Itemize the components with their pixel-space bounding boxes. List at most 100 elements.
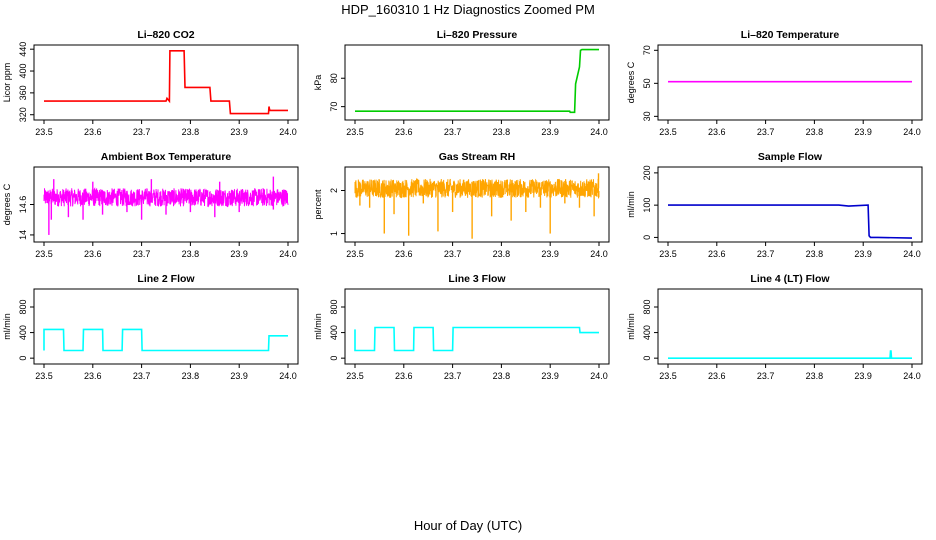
y-tick-label: 0: [642, 235, 652, 240]
x-tick-label: 23.9: [854, 127, 872, 137]
x-tick-label: 23.7: [757, 127, 775, 137]
y-tick-label: 440: [18, 42, 28, 57]
x-tick-label: 23.9: [541, 371, 559, 381]
x-tick-label: 24.0: [279, 371, 297, 381]
y-tick-label: 800: [18, 299, 28, 314]
x-tick-label: 23.6: [395, 371, 413, 381]
x-tick-label: 24.0: [903, 249, 921, 259]
y-tick-label: 30: [642, 111, 652, 121]
y-tick-label: 360: [18, 85, 28, 100]
x-tick-label: 23.8: [182, 249, 200, 259]
y-tick-label: 14.6: [18, 196, 28, 214]
x-tick-label: 23.6: [84, 127, 102, 137]
panel-title: Line 3 Flow: [448, 273, 506, 285]
plot-frame: [344, 288, 610, 365]
y-tick-label: 80: [329, 73, 339, 83]
series-line: [668, 204, 913, 239]
panel-4: Ambient Box Temperature degrees C 23.5 23.6…: [2, 151, 299, 259]
x-tick-label: 23.6: [395, 127, 413, 137]
y-tick-label: 14: [18, 230, 28, 240]
panel-title: Ambient Box Temperature: [101, 151, 232, 163]
x-tick-label: 23.6: [395, 249, 413, 259]
y-axis-label: Licor ppm: [2, 63, 12, 103]
panel-3: Li–820 Temperature degrees C 23.5 23.6 23.7 2…: [626, 29, 923, 137]
y-tick-label: 400: [642, 325, 652, 340]
x-tick-label: 23.6: [84, 371, 102, 381]
y-tick-label: 800: [642, 299, 652, 314]
x-tick-label: 23.7: [444, 249, 462, 259]
x-tick-label: 23.9: [541, 249, 559, 259]
y-axis-label: degrees C: [2, 183, 12, 225]
series-line: [44, 50, 288, 115]
x-tick-label: 23.9: [230, 127, 248, 137]
plot-frame: [344, 44, 610, 121]
x-tick-label: 23.7: [757, 371, 775, 381]
panel-title: Line 4 (LT) Flow: [750, 273, 830, 285]
y-tick-label: 320: [18, 107, 28, 122]
x-tick-label: 23.5: [659, 371, 677, 381]
plot-frame: [33, 288, 299, 365]
x-tick-label: 23.5: [35, 127, 53, 137]
y-axis-label: percent: [313, 189, 323, 220]
panel-title: Gas Stream RH: [439, 151, 515, 163]
y-tick-label: 0: [18, 356, 28, 361]
series-line: [354, 326, 599, 352]
x-axis-title: Hour of Day (UTC): [413, 518, 523, 533]
page-title: HDP_160310 1 Hz Diagnostics Zoomed PM: [341, 2, 595, 17]
y-axis-label: ml/min: [626, 313, 636, 340]
y-tick-label: 0: [642, 356, 652, 361]
x-tick-label: 23.8: [182, 127, 200, 137]
x-tick-label: 23.8: [493, 127, 511, 137]
x-tick-label: 23.9: [541, 127, 559, 137]
x-tick-label: 23.9: [854, 249, 872, 259]
y-tick-label: 70: [329, 102, 339, 112]
x-tick-label: 23.9: [230, 249, 248, 259]
x-tick-label: 23.7: [133, 371, 151, 381]
y-tick-label: 200: [642, 165, 652, 180]
panel-title: Li–820 Pressure: [437, 29, 518, 41]
panel-5: Gas Stream RH percent 23.5 23.6 23.7 23.8 23.9…: [313, 151, 610, 259]
x-tick-label: 23.5: [35, 249, 53, 259]
y-tick-label: 100: [642, 198, 652, 213]
y-tick-label: 70: [642, 45, 652, 55]
x-tick-label: 23.7: [444, 127, 462, 137]
panel-7: Line 2 Flow ml/min 23.5 23.6 23.7 23.8 23.9 24.…: [2, 273, 299, 381]
x-tick-label: 24.0: [590, 371, 608, 381]
y-tick-label: 1: [329, 231, 339, 236]
y-axis-label: ml/min: [2, 313, 12, 340]
x-tick-label: 23.8: [806, 249, 824, 259]
x-tick-label: 23.5: [346, 371, 364, 381]
series-line: [43, 187, 289, 208]
panel-1: Li–820 CO2 Licor ppm 23.5 23.6 23.7 23.8 23.9 2…: [2, 29, 299, 137]
x-tick-label: 23.5: [659, 127, 677, 137]
x-tick-label: 24.0: [279, 249, 297, 259]
plot-frame: [657, 288, 923, 365]
plot-frame: [657, 166, 923, 243]
x-tick-label: 23.8: [806, 127, 824, 137]
x-tick-label: 23.5: [35, 371, 53, 381]
x-tick-label: 23.7: [444, 371, 462, 381]
x-tick-label: 23.5: [659, 249, 677, 259]
x-tick-label: 23.6: [708, 249, 726, 259]
panel-title: Sample Flow: [758, 151, 823, 163]
plot-frame: [344, 166, 610, 243]
x-tick-label: 23.6: [708, 371, 726, 381]
y-tick-label: 800: [329, 299, 339, 314]
x-tick-label: 24.0: [279, 127, 297, 137]
plot-frame: [33, 44, 299, 121]
y-tick-label: 0: [329, 356, 339, 361]
x-tick-label: 23.8: [493, 371, 511, 381]
y-axis-label: kPa: [313, 75, 323, 91]
panel-title: Li–820 Temperature: [741, 29, 840, 41]
x-tick-label: 23.5: [346, 127, 364, 137]
y-tick-label: 400: [329, 325, 339, 340]
x-tick-label: 23.5: [346, 249, 364, 259]
x-tick-label: 23.7: [133, 127, 151, 137]
x-tick-label: 23.7: [757, 249, 775, 259]
y-tick-label: 400: [18, 64, 28, 79]
x-tick-label: 23.8: [493, 249, 511, 259]
panel-9: Line 4 (LT) Flow ml/min 23.5 23.6 23.7 23.8 23…: [626, 273, 923, 381]
series-line: [355, 48, 599, 114]
y-tick-label: 400: [18, 325, 28, 340]
